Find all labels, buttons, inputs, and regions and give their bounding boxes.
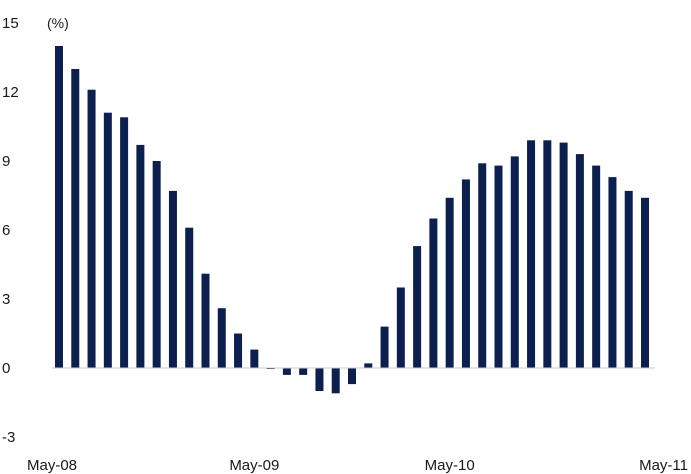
y-tick-label: 12	[2, 84, 19, 101]
bar-aug-10	[494, 165, 503, 368]
bar-may-10	[445, 197, 454, 368]
bar-oct-08	[136, 144, 145, 368]
y-axis-tick-labels: 15 12 9 6 3 0 -3	[2, 15, 19, 446]
bar-apr-09	[234, 333, 243, 368]
bars	[55, 46, 649, 394]
bar-may-08	[55, 46, 63, 368]
bar-sep-10	[510, 156, 519, 368]
bar-nov-10	[543, 140, 552, 368]
bar-mar-09	[217, 308, 226, 368]
bar-may-11	[641, 197, 649, 368]
bar-apr-11	[624, 190, 633, 368]
x-tick-label: May-09	[229, 457, 279, 474]
y-tick-label: -3	[2, 429, 15, 446]
bar-dec-09	[364, 363, 373, 368]
y-tick-label: 15	[2, 15, 19, 32]
bar-dec-10	[559, 142, 568, 368]
bar-feb-10	[396, 287, 405, 368]
x-tick-label: May-10	[425, 457, 475, 474]
bar-apr-10	[429, 218, 438, 368]
bar-aug-09	[299, 368, 308, 375]
bar-jul-09	[282, 368, 291, 375]
bar-jan-10	[380, 326, 389, 368]
bar-jan-09	[185, 227, 194, 368]
x-tick-label: May-11	[639, 457, 688, 474]
bar-mar-10	[413, 246, 422, 368]
bar-may-09	[250, 349, 259, 368]
bar-feb-09	[201, 273, 210, 368]
bar-dec-08	[168, 190, 177, 368]
bar-mar-11	[608, 177, 617, 368]
bar-jun-08	[71, 69, 80, 368]
bar-feb-11	[592, 165, 601, 368]
bar-sep-08	[120, 117, 129, 368]
x-tick-label: May-08	[27, 457, 77, 474]
y-tick-label: 0	[2, 360, 10, 377]
bar-oct-09	[331, 368, 340, 394]
x-axis-tick-labels: May-08 May-09 May-10 May-11	[27, 457, 688, 474]
bar-aug-08	[103, 112, 112, 368]
bar-jun-10	[461, 179, 470, 368]
bar-oct-10	[527, 140, 536, 368]
bar-jul-08	[87, 89, 96, 368]
y-tick-label: 3	[2, 291, 10, 308]
bar-nov-09	[348, 368, 356, 385]
y-tick-label: 9	[2, 153, 10, 170]
bar-jul-10	[478, 163, 487, 368]
bar-nov-08	[152, 161, 161, 368]
bar-sep-09	[315, 368, 324, 391]
y-tick-label: 6	[2, 222, 10, 239]
bar-jan-11	[575, 154, 584, 368]
unit-label: (%)	[47, 15, 69, 31]
